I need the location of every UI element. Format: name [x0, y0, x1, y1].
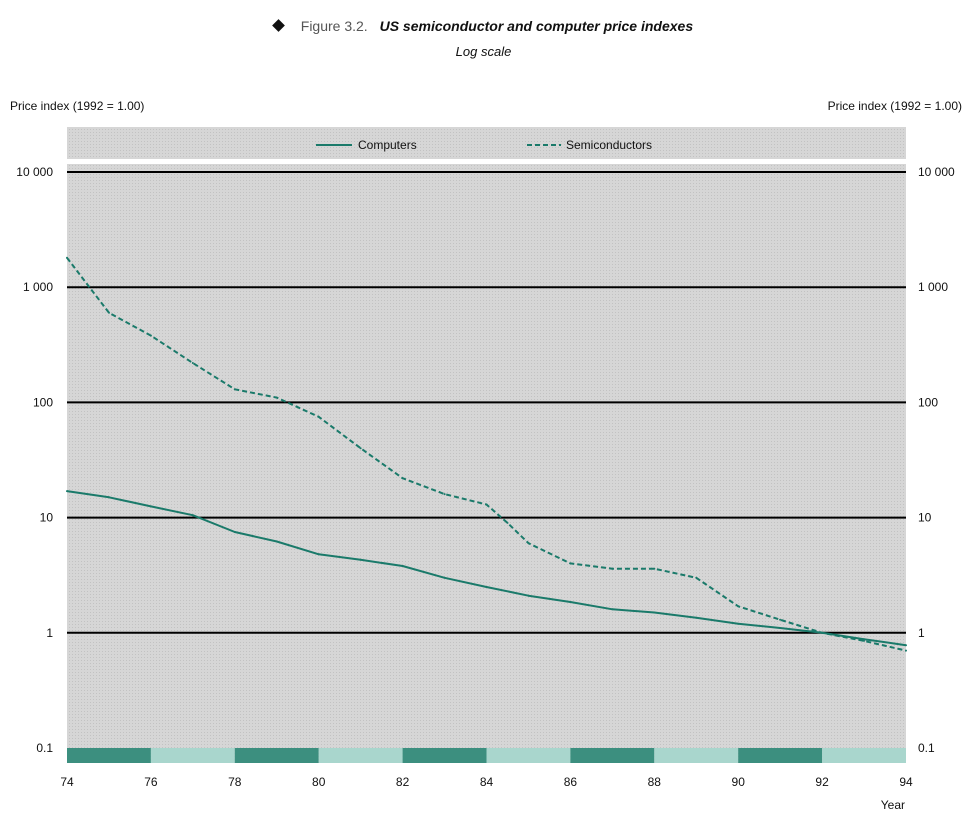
- data-point-computers: [108, 496, 110, 499]
- y-tick-label-left: 0.1: [36, 741, 53, 755]
- legend-label-computers: Computers: [358, 138, 417, 152]
- y-tick-label-right: 100: [918, 395, 938, 409]
- data-point-computers: [233, 531, 236, 533]
- x-axis-band: [67, 748, 151, 763]
- data-point-computers: [443, 576, 446, 579]
- legend: Computers Semiconductors: [316, 138, 652, 152]
- x-axis-band: [654, 748, 739, 763]
- data-point-semiconductors: [611, 567, 614, 570]
- data-point-computers: [569, 601, 572, 603]
- y-tick-label-left: 1 000: [23, 280, 53, 294]
- data-point-computers: [653, 611, 656, 614]
- y-tick-label-right: 0.1: [918, 741, 935, 755]
- data-point-computers: [485, 586, 488, 588]
- left-axis-label: Price index (1992 = 1.00): [10, 99, 144, 113]
- figure-number: Figure 3.2.: [300, 18, 368, 34]
- y-tick-label-right: 1 000: [918, 280, 948, 294]
- y-tick-label-right: 1: [918, 626, 925, 640]
- x-axis-band: [822, 748, 906, 763]
- data-point-semiconductors: [66, 256, 68, 259]
- right-axis-label: Price index (1992 = 1.00): [828, 99, 962, 113]
- data-point-semiconductors: [149, 334, 152, 337]
- data-point-computers: [66, 490, 68, 493]
- data-point-semiconductors: [275, 396, 278, 399]
- data-point-semiconductors: [527, 542, 530, 545]
- y-tick-label-left: 10 000: [16, 165, 53, 179]
- x-tick-label: 88: [648, 775, 662, 789]
- x-tick-label: 80: [312, 775, 326, 789]
- gridlines: [67, 171, 906, 634]
- x-axis-band: [234, 748, 319, 763]
- x-axis-label: Year: [881, 798, 905, 812]
- y-tick-label-right: 10: [918, 511, 932, 525]
- data-point-computers: [863, 638, 865, 641]
- data-point-semiconductors: [506, 521, 509, 524]
- data-point-computers: [191, 514, 194, 517]
- plot-area: [67, 127, 906, 763]
- data-point-semiconductors: [443, 493, 446, 496]
- data-point-computers: [905, 644, 907, 647]
- x-tick-label: 84: [480, 775, 494, 789]
- data-point-computers: [611, 608, 614, 611]
- data-point-semiconductors: [695, 576, 698, 579]
- figure-title: US semiconductor and computer price inde…: [379, 18, 694, 34]
- data-point-computers: [149, 505, 152, 508]
- data-point-semiconductors: [485, 503, 488, 506]
- data-point-computers: [275, 540, 278, 543]
- data-point-computers: [779, 627, 782, 629]
- data-point-semiconductors: [821, 631, 824, 634]
- x-tick-label: 90: [732, 775, 746, 789]
- x-axis-bands: [67, 748, 906, 763]
- series-line-semiconductors: [66, 257, 907, 652]
- x-axis-band: [738, 748, 823, 763]
- x-tick-label: 92: [815, 775, 829, 789]
- y-tick-label-right: 10 000: [918, 165, 955, 179]
- data-point-semiconductors: [401, 477, 404, 480]
- y-tick-label-left: 1: [46, 626, 53, 640]
- data-point-computers: [527, 594, 530, 597]
- x-axis-band: [486, 748, 571, 763]
- x-tick-label: 94: [899, 775, 913, 789]
- data-point-computers: [401, 565, 404, 567]
- x-tick-label: 86: [564, 775, 578, 789]
- figure-subtitle: Log scale: [455, 44, 512, 59]
- data-point-computers: [359, 558, 362, 561]
- data-point-semiconductors: [653, 567, 656, 570]
- y-tick-label-left: 100: [33, 395, 53, 409]
- x-axis-band: [318, 748, 403, 763]
- data-point-semiconductors: [233, 388, 236, 391]
- series-lines: [66, 256, 907, 652]
- x-tick-label: 78: [228, 775, 242, 789]
- data-point-semiconductors: [779, 618, 782, 621]
- x-axis-band: [570, 748, 655, 763]
- y-ticks-left: 10 000 1 000 100 10 1 0.1: [16, 165, 53, 755]
- data-point-computers: [317, 553, 320, 556]
- data-point-semiconductors: [191, 362, 194, 364]
- x-tick-label: 76: [144, 775, 158, 789]
- x-ticks: 74 76 78 80 82 84 86 88 90 92 94: [60, 775, 913, 789]
- data-point-semiconductors: [317, 415, 320, 418]
- data-point-semiconductors: [108, 311, 110, 314]
- data-point-semiconductors: [863, 639, 865, 642]
- data-point-semiconductors: [569, 562, 572, 565]
- legend-strip: [67, 159, 906, 164]
- data-point-semiconductors: [905, 649, 907, 652]
- x-axis-band: [402, 748, 487, 763]
- data-point-computers: [737, 622, 740, 625]
- legend-label-semiconductors: Semiconductors: [566, 138, 652, 152]
- x-tick-label: 74: [60, 775, 74, 789]
- data-point-semiconductors: [359, 447, 362, 450]
- data-point-computers: [695, 616, 698, 619]
- y-tick-label-left: 10: [40, 511, 54, 525]
- y-ticks-right: 10 000 1 000 100 10 1 0.1: [918, 165, 955, 755]
- x-axis-band: [150, 748, 235, 763]
- data-point-semiconductors: [737, 605, 740, 608]
- x-tick-label: 82: [396, 775, 410, 789]
- figure-heading: Figure 3.2. US semiconductor and compute…: [0, 18, 967, 34]
